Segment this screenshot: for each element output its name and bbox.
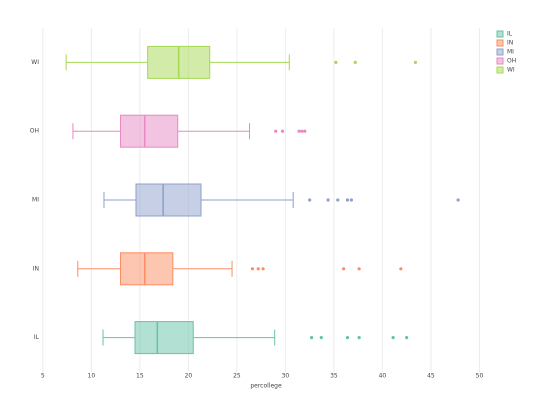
outlier [357,336,361,340]
legend-swatch [496,48,504,56]
outlier [280,129,285,133]
box [119,114,179,148]
outlier [345,336,350,340]
outlier [334,60,338,64]
outlier [391,336,395,340]
outlier [297,129,301,133]
outlier [336,198,340,202]
x-axis-title: percollege [250,383,282,390]
x-tick-label: 30 [282,373,290,380]
legend-label: IL [507,31,513,38]
y-tick-label: MI [32,197,39,204]
x-tick-label: 25 [233,373,241,380]
outlier [399,267,403,271]
y-tick-label: OH [30,128,39,135]
legend-label: WI [507,67,515,74]
y-tick-label: IN [33,265,39,272]
x-tick-label: 50 [476,373,484,380]
x-tick-label: 40 [379,373,387,380]
outlier [319,336,323,340]
outlier [303,129,307,133]
legend-swatch [496,66,504,74]
legend-swatch [496,30,504,38]
y-tick-label: WI [31,59,39,66]
outlier [300,129,304,133]
legend-label: MI [507,49,514,56]
y-tick-label: IL [34,334,40,341]
outlier [274,129,278,133]
x-tick-label: 15 [136,373,144,380]
outlier [342,267,346,271]
outlier [357,267,361,271]
outlier [353,60,357,64]
box [119,252,174,286]
x-tick-label: 20 [185,373,193,380]
x-tick-label: 5 [41,373,45,380]
legend-swatch [496,39,504,47]
outlier [256,267,260,271]
outlier [456,198,460,202]
outlier [250,267,255,271]
outlier [261,267,265,271]
outlier [349,198,353,202]
outlier [405,336,409,340]
x-tick-label: 45 [427,373,435,380]
legend-label: IN [507,40,513,47]
legend-swatch [496,57,504,65]
outlier [310,336,314,340]
legend-label: OH [507,58,516,65]
box [134,321,194,355]
box [135,183,202,217]
outlier [308,198,312,202]
outlier [326,198,330,202]
x-tick-label: 35 [330,373,338,380]
outlier [413,60,418,64]
outlier [345,198,350,202]
x-tick-label: 10 [88,373,96,380]
